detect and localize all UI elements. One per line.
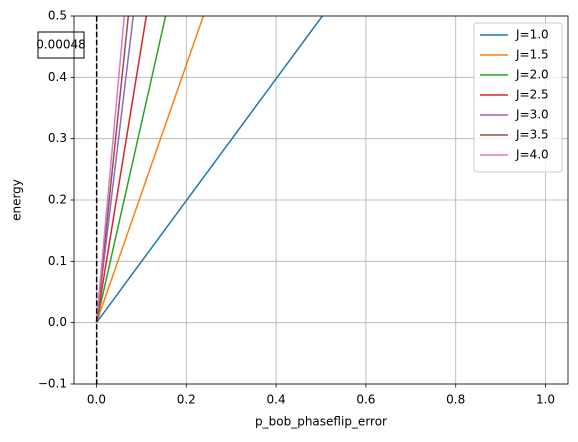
legend-label: J=3.5 (515, 128, 549, 142)
legend-label: J=3.0 (515, 108, 549, 122)
y-tick-label: 0.2 (48, 193, 67, 207)
x-tick-label: 0.4 (267, 393, 286, 407)
x-tick-label: 0.8 (446, 393, 465, 407)
x-tick-label: 0.6 (356, 393, 375, 407)
y-tick-label: 0.5 (48, 9, 67, 23)
legend-label: J=1.0 (515, 28, 549, 42)
y-tick-label: 0.3 (48, 131, 67, 145)
marker-label-box (37, 31, 85, 59)
y-tick-label: 0.4 (48, 70, 67, 84)
series-line (95, 16, 148, 323)
y-axis-label: energy (10, 179, 24, 221)
series-line (95, 16, 126, 323)
series-line (95, 16, 167, 323)
legend-label: J=4.0 (515, 148, 549, 162)
axes-frame (73, 15, 569, 385)
series-line (95, 16, 205, 323)
y-tick-label: −0.1 (38, 377, 67, 391)
y-tick-label: 0.1 (48, 254, 67, 268)
x-axis-label: p_bob_phaseflip_error (255, 415, 387, 429)
series-line (95, 16, 135, 323)
legend-label: J=1.5 (515, 48, 549, 62)
series-line (95, 16, 323, 324)
x-tick-label: 0.2 (177, 393, 196, 407)
legend-label: J=2.0 (515, 68, 549, 82)
x-tick-label: 0.0 (87, 393, 106, 407)
legend-label: J=2.5 (515, 88, 549, 102)
y-tick-label: 0.0 (48, 315, 67, 329)
marker-label: 0.00048 (36, 38, 86, 52)
x-tick-label: 1.0 (536, 393, 555, 407)
